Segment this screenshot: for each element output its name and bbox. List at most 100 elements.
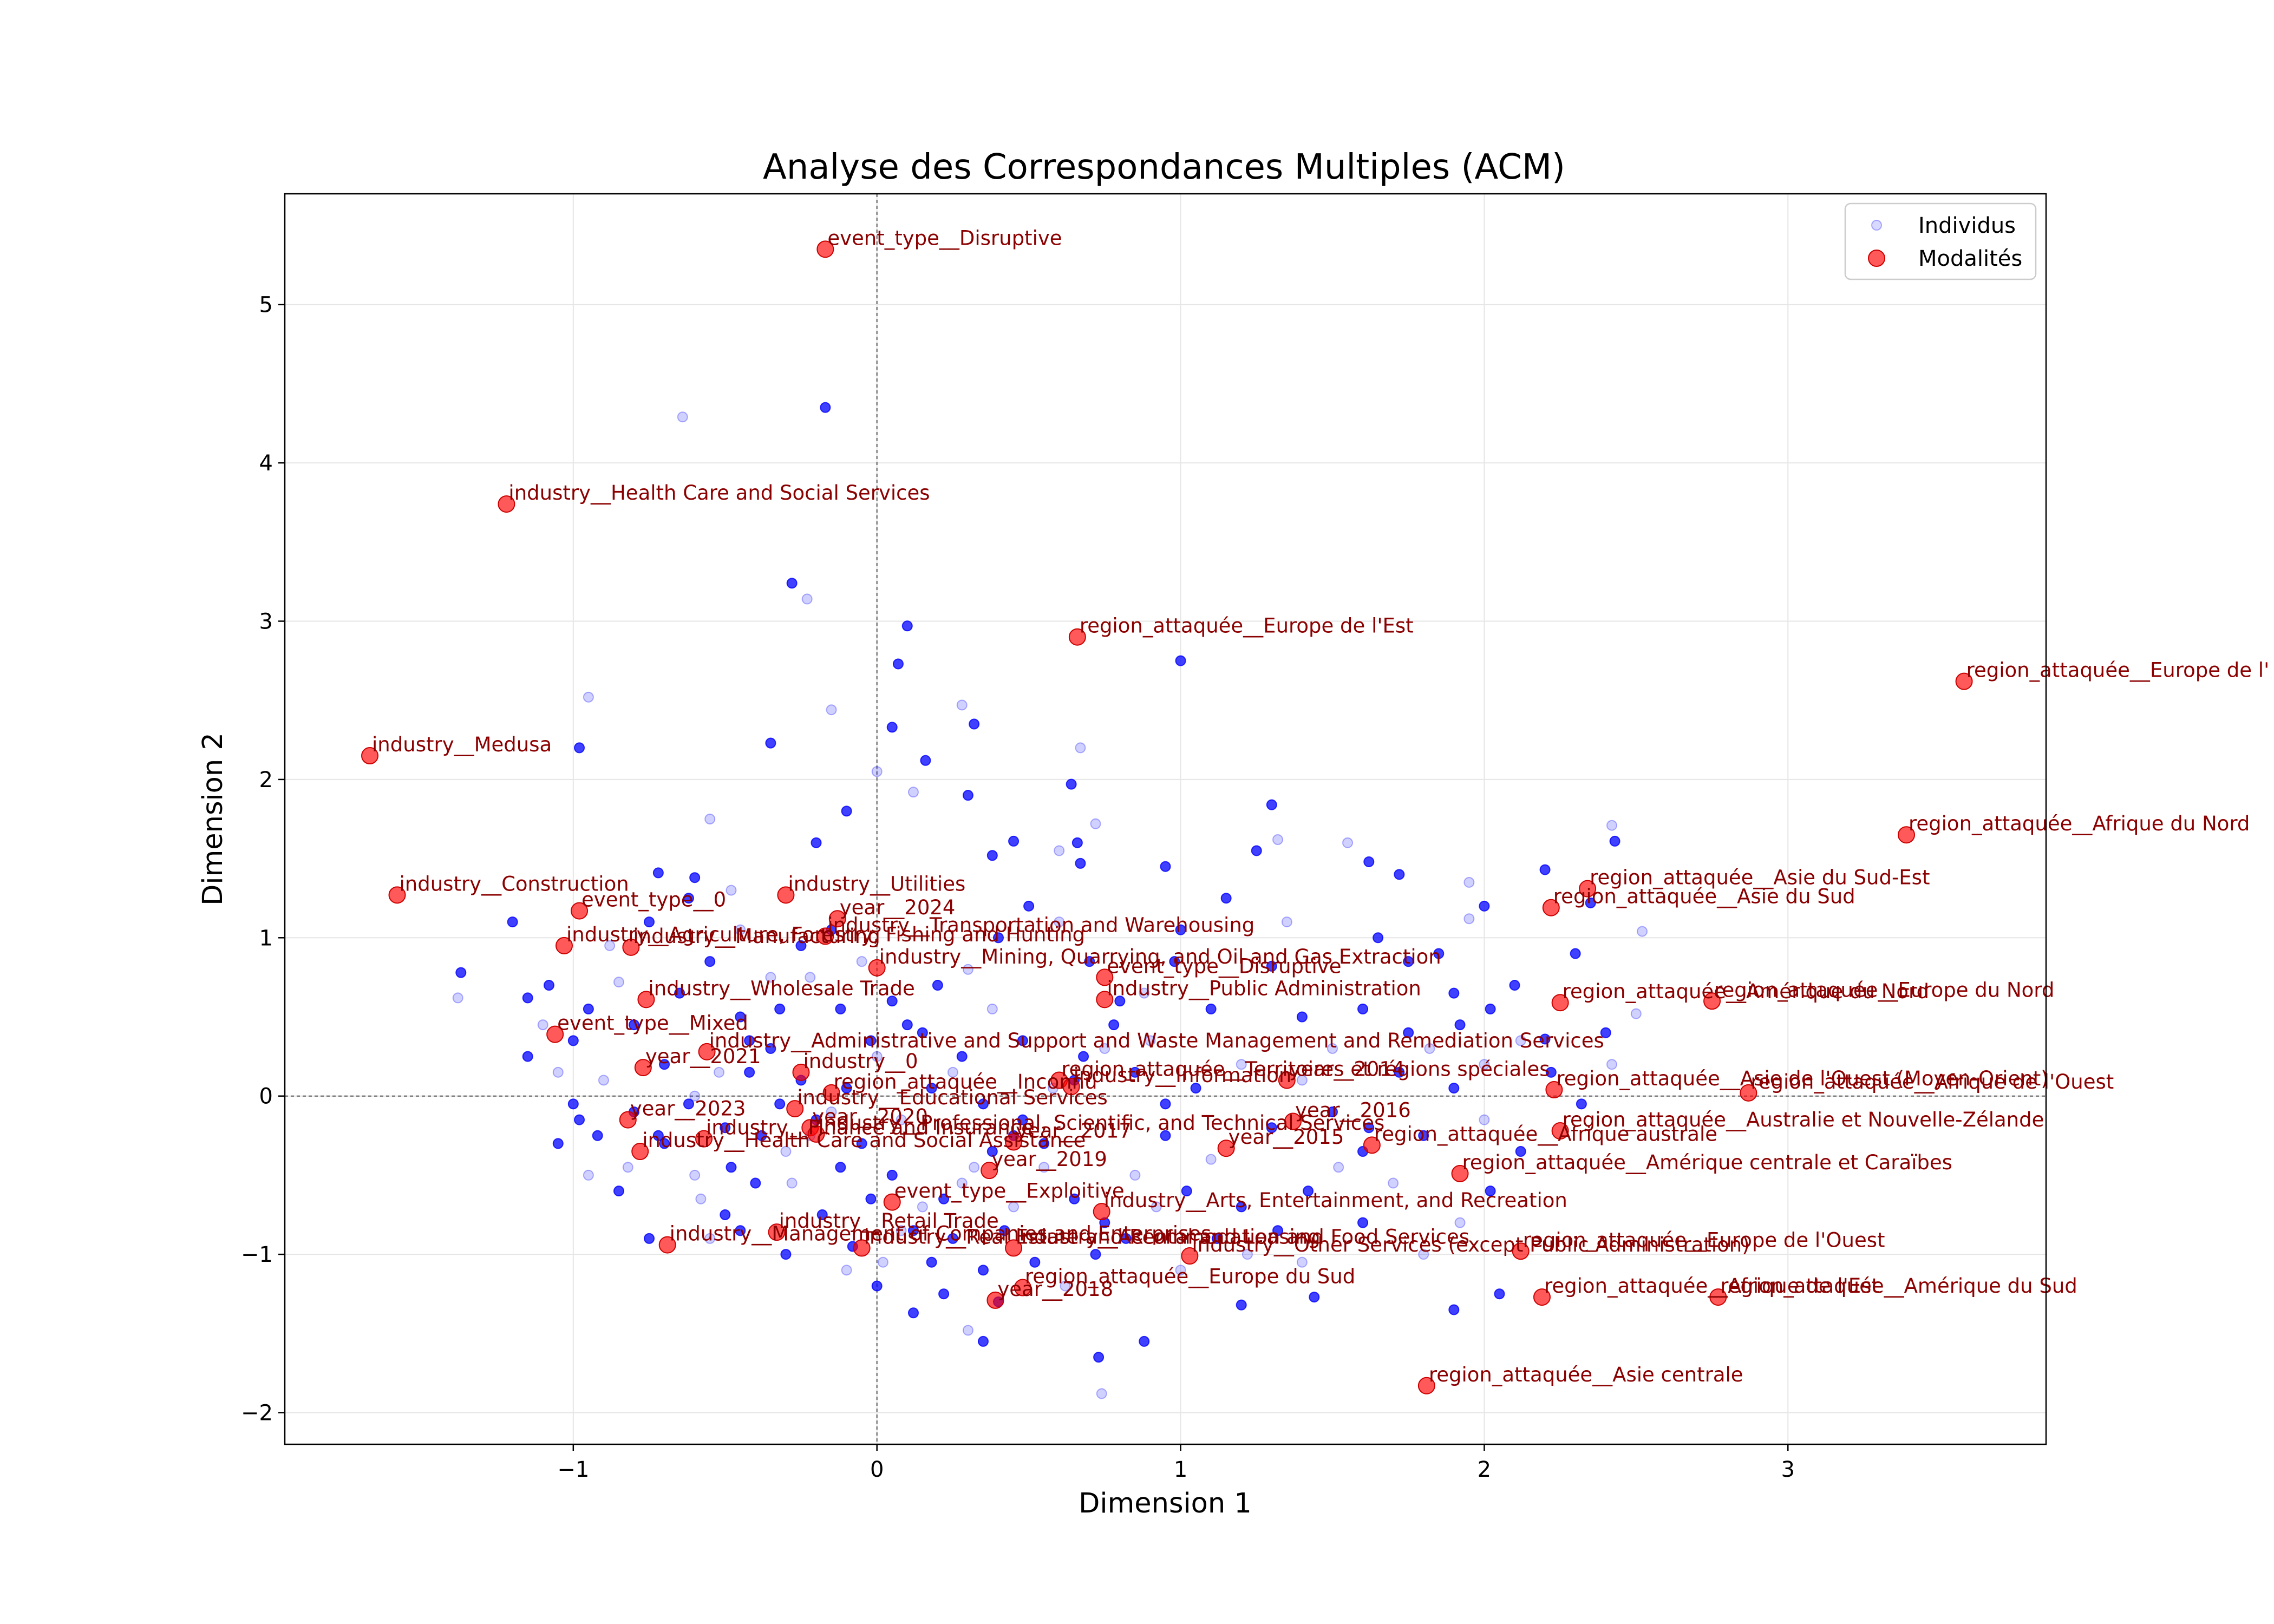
- modalite-label: industry__Mining, Quarrying, and Oil and…: [879, 945, 1441, 968]
- individu-point: [652, 1130, 664, 1141]
- individu-point: [659, 1138, 670, 1149]
- individu-point: [744, 1066, 755, 1078]
- individu-point: [816, 1209, 828, 1221]
- individu-point: [780, 1146, 792, 1157]
- individu-point: [1424, 1043, 1435, 1054]
- modalite-label: industry__Management of Companies and En…: [670, 1222, 1212, 1246]
- individu-point: [856, 1138, 867, 1149]
- individu-point: [871, 1280, 883, 1292]
- modalite-label: year__2018: [997, 1278, 1113, 1301]
- modalite-label: region_attaquée__Asie du Sud: [1553, 885, 1855, 908]
- individu-point: [765, 737, 776, 749]
- individu-point: [1418, 1130, 1429, 1141]
- individu-point: [774, 1003, 786, 1014]
- individu-point: [598, 1075, 609, 1086]
- individu-point: [613, 1186, 624, 1197]
- modalite-label: event_type__Exploitive: [894, 1180, 1125, 1203]
- modalite-point: [792, 1063, 810, 1081]
- modalite-label: year__2019: [991, 1148, 1107, 1171]
- individu-point: [1418, 1249, 1429, 1260]
- modalite-label: region_attaquée__Asie de l'Ouest (Moyen-…: [1556, 1067, 2048, 1090]
- modalite-label: industry__0: [803, 1050, 918, 1073]
- modalite-label: industry__Arts, Entertainment, and Recre…: [1104, 1189, 1567, 1212]
- individu-point: [583, 1003, 594, 1014]
- modalite-label: year__2017: [1016, 1119, 1132, 1143]
- modalite-point: [822, 1084, 840, 1102]
- individu-point: [1272, 834, 1284, 846]
- individu-point: [907, 787, 919, 798]
- modalite-label: year__2021: [645, 1045, 761, 1068]
- plot-background: [285, 194, 2046, 1444]
- individu-point: [1342, 837, 1354, 848]
- individu-point: [856, 956, 867, 967]
- individu-point: [986, 1003, 998, 1014]
- modalite-point: [388, 886, 406, 904]
- individu-point: [938, 1193, 950, 1204]
- individu-point: [926, 1083, 937, 1094]
- individu-point: [1281, 916, 1292, 928]
- individu-point: [786, 578, 798, 589]
- individu-point: [962, 790, 973, 801]
- modalite-label: industry__Administrative and Support and…: [709, 1029, 1604, 1052]
- individu-point: [1038, 1138, 1050, 1149]
- individu-point: [1570, 948, 1581, 959]
- individu-point: [780, 1249, 792, 1260]
- individu-point: [1539, 864, 1551, 875]
- individu-point: [1241, 1249, 1253, 1260]
- plot-frame: [284, 193, 2047, 1445]
- modalite-label: region_attaquée__Afrique du Nord: [1909, 812, 2250, 835]
- individu-point: [765, 972, 776, 983]
- individu-point: [1515, 1035, 1526, 1046]
- modalite-point: [1512, 1242, 1530, 1260]
- individu-point: [907, 1225, 919, 1236]
- modalite-label: year__2015: [1229, 1125, 1344, 1149]
- modalite-label: year__2014: [1289, 1057, 1405, 1081]
- x-tick-label: 3: [1781, 1457, 1795, 1482]
- modalite-point: [1955, 672, 1973, 690]
- individu-point: [1093, 1352, 1105, 1363]
- individu-point: [811, 837, 822, 848]
- modalite-point: [1068, 628, 1086, 646]
- modalite-label: industry__Accommodation and Food Service…: [1016, 1225, 1469, 1248]
- modalite-point: [1451, 1164, 1469, 1182]
- individu-point: [892, 658, 904, 670]
- modalite-label: region_attaquée__Europe de l': [1966, 659, 2270, 682]
- modalite-point: [1363, 1136, 1381, 1154]
- individu-point: [592, 1130, 603, 1141]
- x-tick-label: −1: [557, 1457, 589, 1482]
- legend-individus-marker: [1871, 220, 1882, 231]
- individu-point: [841, 1083, 852, 1094]
- individu-point: [1333, 1162, 1344, 1173]
- modalite-point: [361, 747, 379, 765]
- individu-point: [1373, 932, 1384, 944]
- individus-points: [452, 402, 1648, 1399]
- axis-ticks: −1 0 1 2 3 −2 −1 0 1 2 3 4 5: [241, 293, 1795, 1482]
- individu-point: [962, 1325, 973, 1336]
- individu-point: [1448, 987, 1460, 999]
- individu-point: [735, 924, 746, 935]
- individu-point: [644, 916, 655, 928]
- modalite-point: [1533, 1288, 1551, 1306]
- individu-point: [622, 1162, 633, 1173]
- individu-point: [871, 1051, 883, 1062]
- individu-point: [1129, 1169, 1141, 1181]
- individu-point: [522, 992, 533, 1004]
- individu-point: [1236, 1059, 1247, 1070]
- individu-point: [886, 722, 898, 733]
- individu-point: [865, 1035, 877, 1046]
- individu-point: [986, 1146, 998, 1157]
- individu-point: [999, 1225, 1010, 1236]
- individu-point: [1357, 1217, 1369, 1228]
- modalite-point: [986, 1291, 1004, 1309]
- individu-point: [1576, 1098, 1587, 1110]
- modalite-label: region_attaquée__Amérique du Nord: [1563, 980, 1929, 1003]
- individu-point: [683, 893, 694, 904]
- individu-point: [1084, 956, 1095, 967]
- y-tick-label: 0: [259, 1084, 273, 1109]
- individu-point: [1054, 845, 1065, 856]
- individu-point: [886, 1169, 898, 1181]
- individu-point: [1433, 948, 1445, 959]
- individu-point: [969, 1162, 980, 1173]
- individu-point: [1454, 1217, 1466, 1228]
